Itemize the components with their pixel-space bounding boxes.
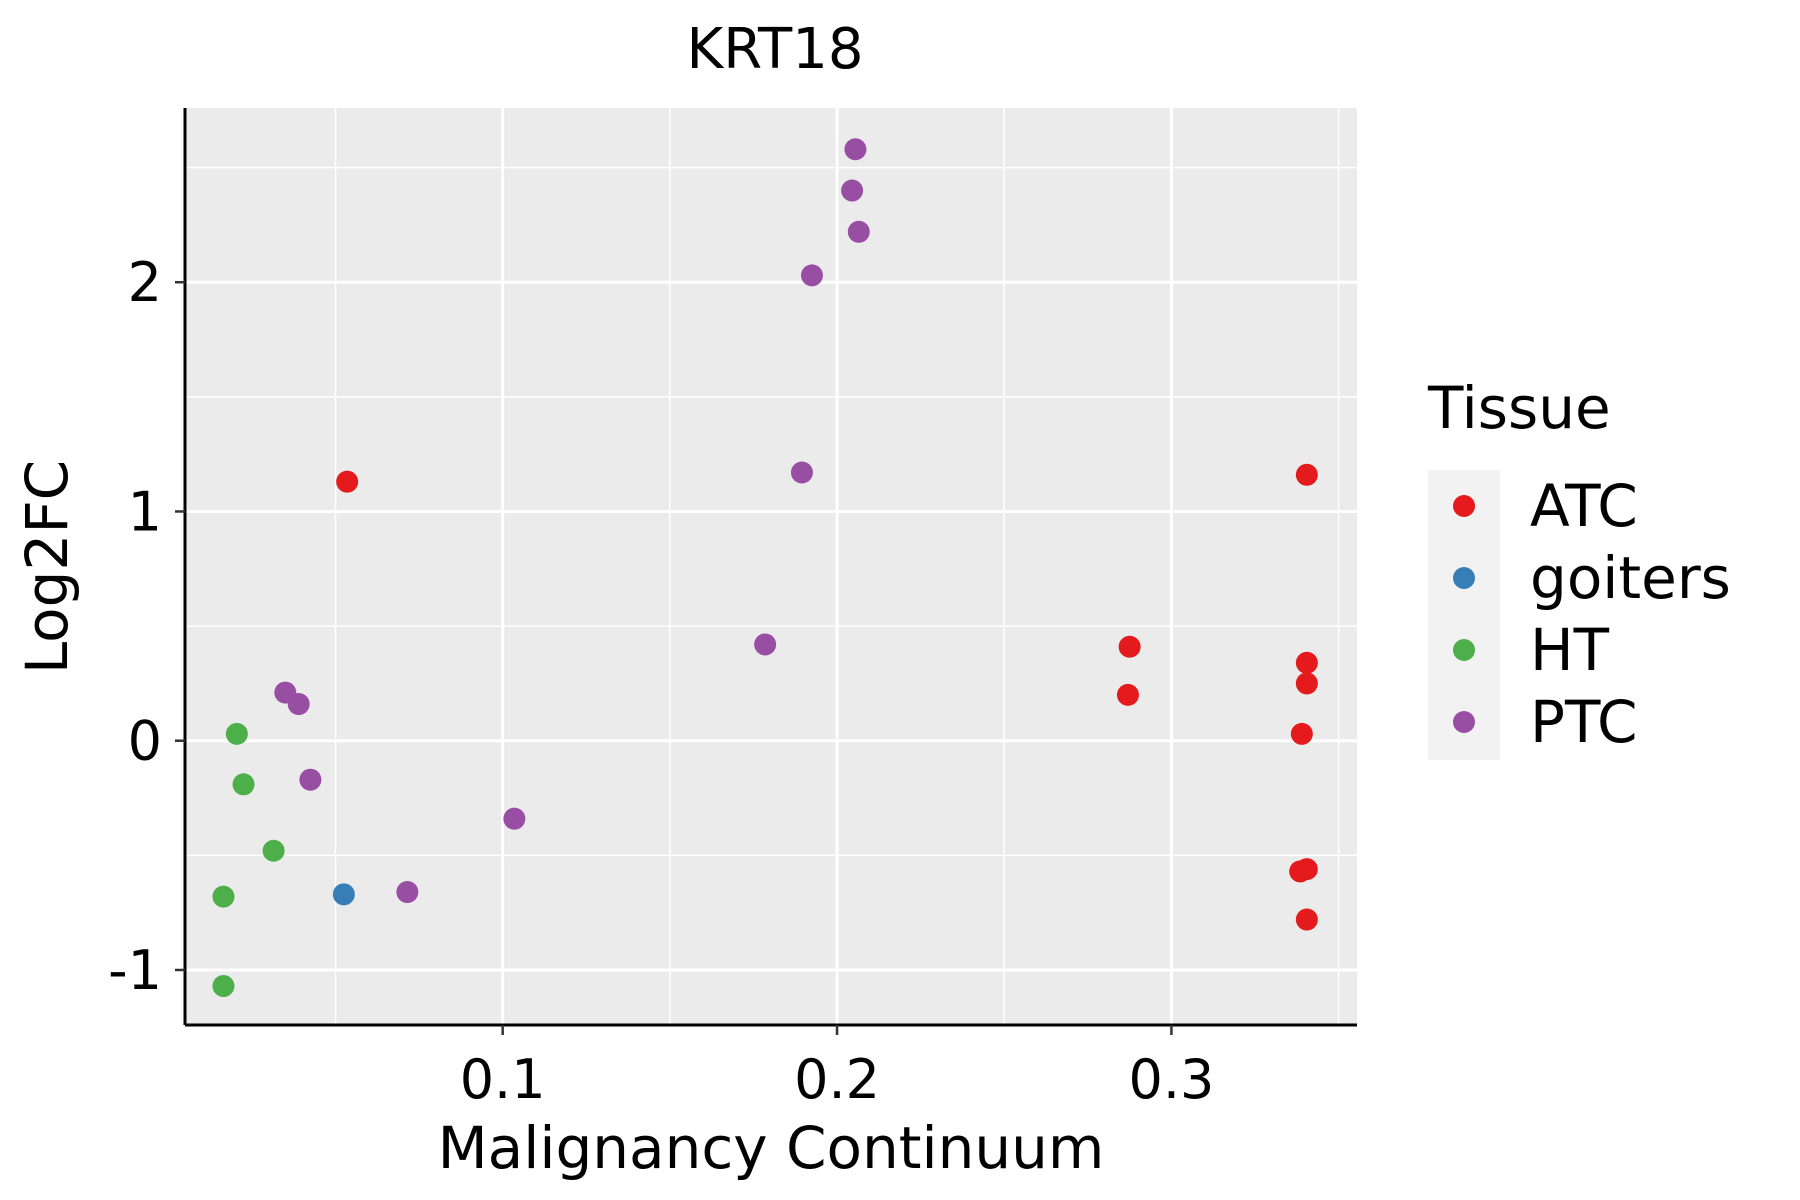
- data-point-atc: [1295, 908, 1318, 931]
- data-point-ptc: [396, 881, 419, 904]
- data-point-ptc: [847, 220, 870, 243]
- data-point-goiters: [332, 883, 355, 906]
- data-point-ht: [262, 839, 285, 862]
- data-point-ptc: [790, 461, 813, 484]
- minor-gridlines: [185, 108, 1357, 1025]
- x-tick-label: 0.3: [1128, 1048, 1214, 1111]
- data-point-ptc: [844, 138, 867, 161]
- data-point-atc: [1295, 463, 1318, 486]
- legend-label-atc: ATC: [1530, 472, 1638, 540]
- major-gridlines: [185, 108, 1357, 1025]
- data-point-ptc: [287, 693, 310, 716]
- data-point-ptc: [800, 264, 823, 287]
- data-point-ht: [232, 773, 255, 796]
- data-point-atc: [336, 470, 359, 493]
- legend-key-goiters: [1453, 567, 1475, 589]
- legend-label-ptc: PTC: [1530, 688, 1638, 756]
- data-points: [212, 138, 1318, 998]
- data-point-ht: [212, 975, 235, 998]
- x-tick-label: 0.2: [794, 1048, 880, 1111]
- data-point-ht: [212, 885, 235, 908]
- y-axis-ticks: -1 0 1 2: [108, 251, 185, 1002]
- x-axis-label: Malignancy Continuum: [438, 1114, 1105, 1182]
- y-tick-label: 2: [128, 251, 162, 314]
- x-tick-label: 0.1: [460, 1048, 546, 1111]
- y-tick-label: 0: [128, 710, 162, 773]
- x-axis-ticks: 0.1 0.2 0.3: [460, 1025, 1214, 1111]
- y-tick-label: 1: [128, 480, 162, 543]
- data-point-ht: [225, 722, 248, 745]
- data-point-ptc: [299, 768, 322, 791]
- legend-key-ptc: [1453, 711, 1475, 733]
- data-point-atc: [1290, 722, 1313, 745]
- data-point-ptc: [841, 179, 864, 202]
- y-tick-label: -1: [108, 939, 162, 1002]
- data-point-atc: [1295, 672, 1318, 695]
- legend-title: Tissue: [1427, 374, 1611, 442]
- y-axis-label: Log2FC: [13, 460, 81, 674]
- data-point-atc: [1295, 858, 1318, 881]
- legend-label-ht: HT: [1530, 616, 1610, 684]
- data-point-ptc: [503, 807, 526, 830]
- data-point-ptc: [754, 633, 777, 656]
- data-point-atc: [1295, 651, 1318, 674]
- data-point-atc: [1116, 683, 1139, 706]
- legend-label-goiters: goiters: [1530, 544, 1731, 612]
- legend-key-ht: [1453, 639, 1475, 661]
- data-point-atc: [1118, 635, 1141, 658]
- chart-title: KRT18: [686, 17, 863, 82]
- legend-key-atc: [1453, 495, 1475, 517]
- plot-panel: [185, 108, 1357, 1025]
